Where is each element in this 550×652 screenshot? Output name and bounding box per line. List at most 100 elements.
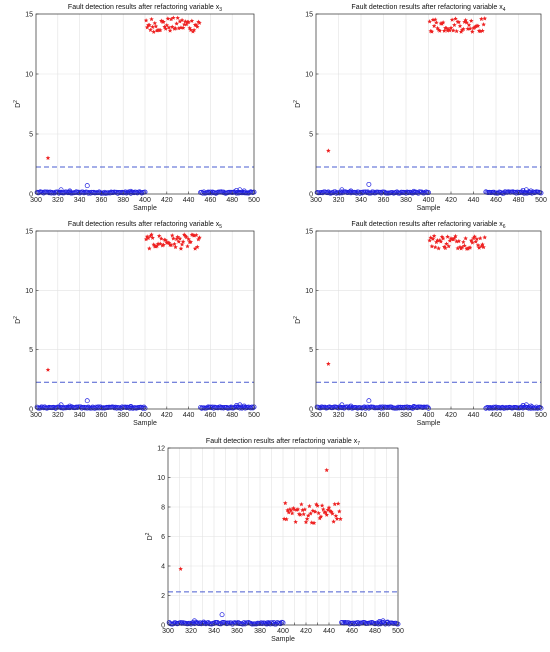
fault-point <box>461 26 466 32</box>
y-tick-label: 0 <box>161 623 165 630</box>
fault-point <box>174 236 179 242</box>
y-tick-label: 10 <box>157 475 165 482</box>
fault-point <box>470 29 475 34</box>
fault-point <box>429 29 435 34</box>
x-tick-label: 480 <box>226 197 238 204</box>
fault-point <box>452 22 457 27</box>
normal-point <box>67 188 73 194</box>
x-tick-label: 440 <box>468 197 480 204</box>
fault-point <box>440 236 446 241</box>
normal-point <box>411 188 417 194</box>
x-tick-label: 300 <box>30 197 42 204</box>
y-tick-label: 10 <box>25 288 33 295</box>
fault-point <box>332 501 338 507</box>
normal-point <box>528 188 534 194</box>
fault-point <box>436 246 441 251</box>
fault-point <box>197 20 202 25</box>
fault-point <box>453 233 458 239</box>
y-tick-label: 0 <box>309 407 313 414</box>
normal-point <box>362 620 368 625</box>
fault-point <box>160 243 165 248</box>
outlier-point <box>366 398 372 404</box>
fault-point <box>443 245 448 251</box>
fault-point <box>176 239 182 244</box>
normal-point <box>373 190 379 196</box>
normal-point <box>237 187 243 193</box>
x-tick-label: 440 <box>183 197 195 204</box>
normal-point <box>128 403 134 409</box>
fault-point <box>427 19 432 24</box>
normal-point <box>520 187 526 193</box>
y-tick-label: 10 <box>25 72 33 79</box>
normal-point <box>339 187 345 193</box>
fault-point <box>335 501 341 506</box>
y-axis-label: D2 <box>13 100 22 108</box>
normal-point <box>486 405 492 411</box>
x-tick-label: 340 <box>208 628 220 635</box>
chart-panel-5: 300 320 340 360 380 400 420 440 460 480 500 0 2 4 6 8 10… <box>145 438 404 643</box>
x-tick-label: 480 <box>226 412 238 419</box>
fault-point <box>163 26 168 31</box>
fault-point <box>477 235 483 241</box>
x-tick-label: 300 <box>310 412 322 419</box>
chart-panel-4: 300 320 340 360 380 400 420 440 460 480 500 0 5 10 15 S… <box>293 221 547 427</box>
fault-point <box>180 239 186 244</box>
x-tick-label: 400 <box>139 412 151 419</box>
x-tick-label: 460 <box>205 412 217 419</box>
fault-point <box>188 239 194 244</box>
y-axis-label: D2 <box>13 316 22 324</box>
x-tick-label: 380 <box>254 628 266 635</box>
fault-point <box>157 27 163 33</box>
fault-point <box>173 244 178 250</box>
normal-point <box>501 190 507 196</box>
fault-point <box>450 28 456 33</box>
fault-point <box>304 516 310 521</box>
fault-point <box>319 503 325 508</box>
normal-point <box>523 402 529 408</box>
normal-point <box>381 405 386 411</box>
x-tick-label: 380 <box>117 412 129 419</box>
fault-point <box>448 25 454 30</box>
fault-point <box>467 26 473 31</box>
normal-point <box>363 405 368 411</box>
normal-point <box>254 621 259 627</box>
fault-point <box>479 16 484 21</box>
fault-point <box>147 246 152 251</box>
normal-point <box>357 190 363 196</box>
fault-point <box>149 232 154 237</box>
fault-point <box>461 239 466 245</box>
fault-point <box>459 27 465 32</box>
y-tick-label: 15 <box>305 229 313 236</box>
fault-point <box>447 28 453 33</box>
outlier-point <box>219 612 225 618</box>
fault-point <box>143 18 149 23</box>
x-axis-label: Sample <box>417 205 441 212</box>
fault-point <box>177 19 183 24</box>
fault-point <box>441 28 447 33</box>
x-tick-label: 320 <box>185 628 197 635</box>
x-tick-label: 500 <box>248 412 260 419</box>
fault-point <box>197 235 202 240</box>
normal-point <box>172 620 178 625</box>
fault-point <box>468 18 474 23</box>
fault-point <box>295 506 301 512</box>
normal-point <box>354 621 360 627</box>
outlier-point <box>366 181 372 187</box>
x-axis-label: Sample <box>271 636 295 643</box>
x-tick-label: 460 <box>346 628 358 635</box>
normal-point <box>500 404 506 410</box>
x-tick-label: 300 <box>30 412 42 419</box>
fault-point <box>177 236 183 241</box>
x-tick-label: 380 <box>117 197 129 204</box>
normal-point <box>196 621 202 627</box>
normal-point <box>411 403 417 409</box>
x-tick-label: 360 <box>378 412 390 419</box>
fault-point <box>289 510 295 516</box>
fault-point <box>431 233 437 238</box>
normal-point <box>426 190 431 196</box>
normal-point <box>37 405 43 411</box>
fault-point <box>192 246 198 251</box>
fault-point <box>184 22 189 27</box>
normal-point <box>224 621 230 627</box>
fault-point <box>144 24 150 30</box>
